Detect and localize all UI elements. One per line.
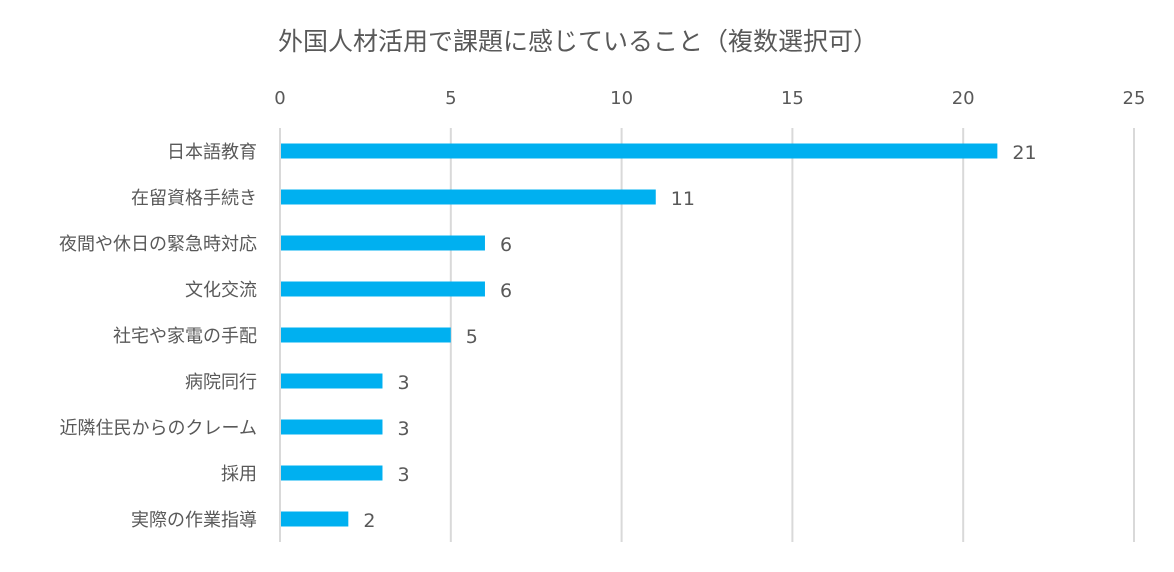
x-tick-label: 5	[445, 88, 456, 109]
category-label: 夜間や休日の緊急時対応	[59, 234, 257, 255]
data-label: 11	[671, 188, 695, 210]
bar	[281, 235, 485, 251]
category-label: 近隣住民からのクレーム	[60, 418, 257, 439]
data-label: 6	[500, 280, 512, 302]
x-tick-label: 20	[952, 88, 975, 109]
x-tick-label: 10	[610, 88, 633, 109]
category-label: 実際の作業指導	[131, 510, 257, 531]
category-label: 文化交流	[185, 280, 257, 301]
bar	[281, 143, 998, 159]
chart-title: 外国人材活用で課題に感じていること（複数選択可）	[278, 27, 878, 56]
category-label: 病院同行	[185, 372, 257, 393]
data-label: 3	[397, 372, 409, 394]
bar	[281, 465, 383, 481]
data-label: 6	[500, 234, 512, 256]
category-label: 社宅や家電の手配	[113, 326, 257, 347]
data-label: 3	[397, 418, 409, 440]
category-label: 在留資格手続き	[131, 188, 257, 209]
bar	[281, 281, 485, 297]
data-label: 2	[363, 510, 375, 532]
category-label: 採用	[221, 464, 257, 485]
bar	[281, 419, 383, 435]
bar	[281, 327, 451, 343]
x-tick-label: 15	[781, 88, 804, 109]
data-label: 3	[397, 464, 409, 486]
bar	[281, 189, 656, 205]
x-tick-label: 25	[1123, 88, 1146, 109]
bar	[281, 373, 383, 389]
data-label: 21	[1012, 142, 1036, 164]
x-tick-label: 0	[274, 88, 285, 109]
data-label: 5	[466, 326, 478, 348]
category-label: 日本語教育	[167, 142, 257, 163]
bar	[281, 511, 349, 527]
